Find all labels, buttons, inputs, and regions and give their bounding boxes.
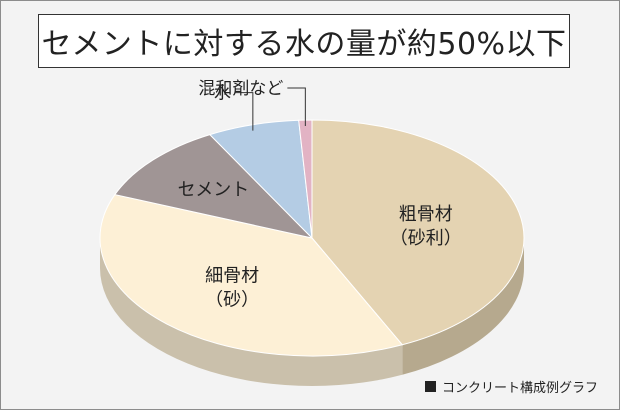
pie-side-1-0: [100, 238, 403, 387]
pie-slice-2: [114, 134, 314, 239]
pie-slice-1: [99, 194, 404, 357]
leader-line-3: [234, 92, 254, 131]
slice-label-1: 細骨材: [205, 265, 259, 286]
caption-text: コンクリート構成例グラフ: [441, 381, 598, 396]
chart-title: セメントに対する水の量が約50%以下: [38, 14, 570, 68]
caption-square-icon: [424, 381, 436, 392]
slice-label-4: 混和剤など: [198, 79, 283, 99]
pie-slice-0: [311, 119, 525, 346]
slice-label-3: 水: [214, 84, 231, 104]
leader-line-4: [287, 87, 306, 127]
chart-title-text: セメントに対する水の量が約50%以下: [41, 27, 567, 62]
pie-side-0-0: [402, 238, 524, 375]
slice-sublabel-0: （砂利）: [390, 228, 462, 249]
slice-label-0: 粗骨材: [399, 204, 453, 225]
slice-sublabel-1: （砂）: [205, 289, 259, 310]
slice-label-2: セメント: [178, 180, 250, 201]
chart-caption: コンクリート構成例グラフ: [424, 377, 598, 396]
